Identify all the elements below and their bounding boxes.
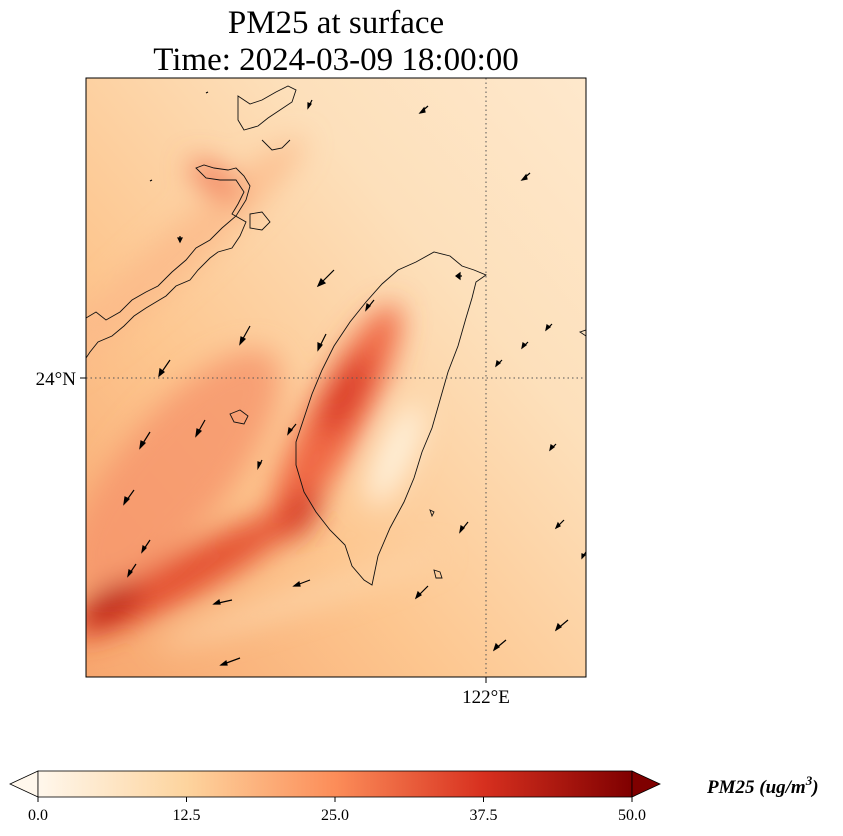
colorbar-tick-2: 25.0 bbox=[321, 807, 349, 824]
colorbar-title: PM25 (ug/m3) bbox=[706, 773, 819, 798]
colorbar: 0.0 12.5 25.0 37.5 50.0 PM25 (ug/m3) bbox=[9, 770, 819, 824]
colorbar-tick-4: 50.0 bbox=[618, 807, 646, 824]
colorbar-tick-0: 0.0 bbox=[28, 807, 48, 824]
colorbar-extend-low bbox=[9, 770, 39, 798]
colorbar-title-main: PM25 (ug/m bbox=[706, 777, 806, 798]
longitude-label: 122°E bbox=[462, 687, 510, 708]
china-coastline bbox=[86, 164, 251, 359]
pm25-field bbox=[86, 78, 586, 677]
taiwan-coastline bbox=[295, 251, 487, 586]
colorbar-extend-high bbox=[631, 770, 661, 798]
colorbar-title-close: ) bbox=[810, 777, 818, 798]
latitude-label: 24°N bbox=[36, 369, 77, 390]
colorbar-tick-3: 37.5 bbox=[470, 807, 498, 824]
colorbar-title-superscript: 3 bbox=[805, 773, 813, 788]
colorbar-tick-1: 12.5 bbox=[173, 807, 201, 824]
map-title-line2: Time: 2024-03-09 18:00:00 bbox=[153, 42, 519, 78]
coastlines bbox=[86, 85, 586, 586]
map-title-line1: PM25 at surface bbox=[227, 5, 445, 41]
colorbar-gradient bbox=[37, 770, 633, 798]
wind-vectors bbox=[123, 91, 587, 666]
gridlines bbox=[86, 78, 586, 677]
